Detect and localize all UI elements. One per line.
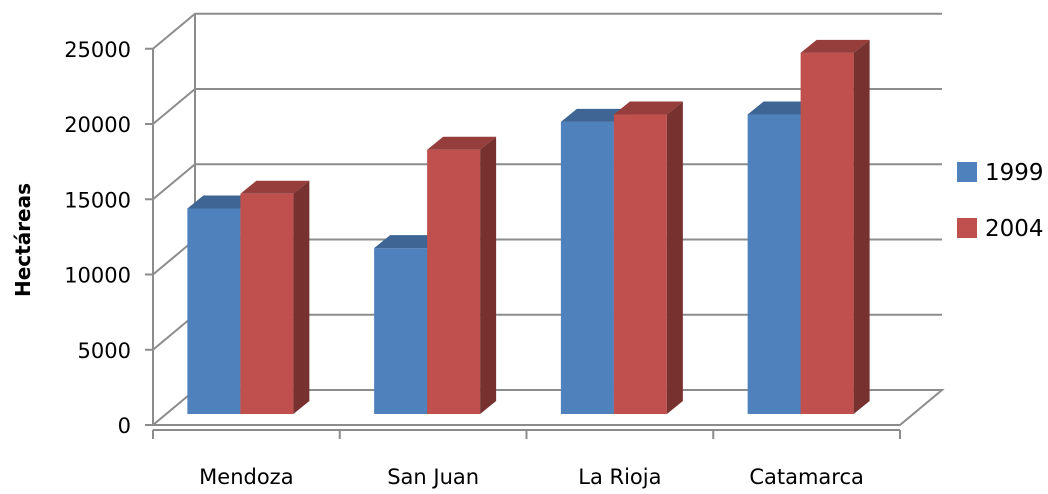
- bar-2004-mendoza: [240, 180, 310, 414]
- x-tick-label: La Rioja: [578, 465, 661, 489]
- legend-label: 2004: [985, 216, 1044, 242]
- axes: 0 5000 10000 15000 20000 25000 Mendoza San Juan…: [64, 38, 901, 489]
- bar-top: [427, 136, 497, 150]
- y-tick-label: 10000: [64, 264, 131, 288]
- bar-top: [374, 235, 444, 249]
- bar-front: [187, 208, 241, 414]
- bar-top: [613, 101, 683, 115]
- bar-front: [374, 248, 428, 414]
- x-tick-label: San Juan: [387, 465, 479, 489]
- bar-front: [747, 114, 801, 414]
- y-tick-label: 25000: [64, 38, 131, 62]
- bar-front: [240, 193, 294, 414]
- bar-top: [240, 180, 310, 194]
- bars: [187, 39, 870, 415]
- legend-swatch-2004: [957, 218, 977, 238]
- chart-walls: [150, 48, 945, 426]
- bar-side: [666, 101, 683, 414]
- bar-top: [800, 39, 870, 53]
- bar-2004-la-rioja: [613, 101, 683, 414]
- y-axis-label: Hectáreas: [11, 183, 35, 297]
- bar-side: [853, 39, 870, 414]
- legend: 1999 2004: [957, 160, 1044, 242]
- bar-front: [613, 114, 667, 414]
- bar-front: [560, 121, 614, 415]
- y-tick-label: 0: [118, 414, 131, 438]
- bar-top: [747, 101, 817, 115]
- legend-label: 1999: [985, 160, 1044, 186]
- bar-top: [560, 108, 630, 122]
- bar-front: [800, 52, 854, 414]
- bar-top: [187, 195, 257, 209]
- bar-2004-san-juan: [427, 136, 497, 414]
- floor: [150, 389, 945, 426]
- x-tick-label: Mendoza: [199, 465, 293, 489]
- bar-side: [480, 136, 497, 414]
- y-tick-label: 5000: [78, 339, 131, 363]
- x-tick-label: Catamarca: [749, 465, 864, 489]
- bar-front: [427, 149, 481, 414]
- legend-swatch-1999: [957, 162, 977, 182]
- bar-side: [293, 180, 310, 414]
- y-tick-label: 20000: [64, 113, 131, 137]
- y-tick-label: 15000: [64, 188, 131, 212]
- bar-2004-catamarca: [800, 39, 870, 414]
